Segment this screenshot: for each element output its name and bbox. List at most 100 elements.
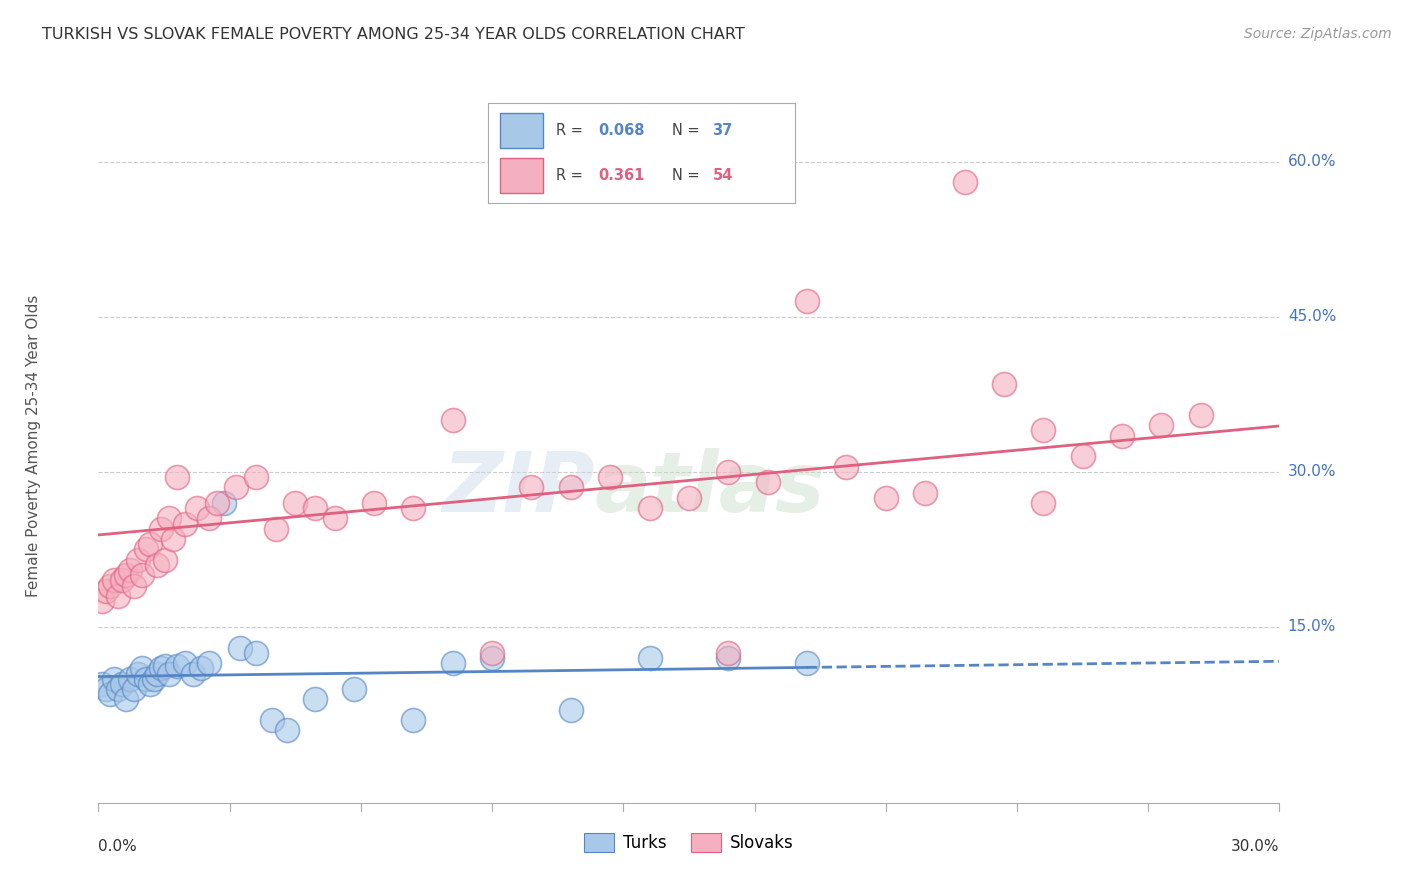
- Point: [1189, 408, 1212, 422]
- Point: [214, 496, 236, 510]
- Point: [111, 677, 134, 691]
- Point: [276, 723, 298, 738]
- Point: [142, 672, 165, 686]
- Text: 30.0%: 30.0%: [1232, 839, 1279, 854]
- Point: [441, 413, 464, 427]
- Point: [323, 511, 346, 525]
- Point: [796, 294, 818, 309]
- Point: [131, 661, 153, 675]
- Point: [127, 553, 149, 567]
- Point: [118, 563, 141, 577]
- Point: [197, 656, 219, 670]
- Point: [127, 666, 149, 681]
- Point: [1032, 496, 1054, 510]
- Point: [638, 651, 661, 665]
- Point: [717, 646, 740, 660]
- Point: [520, 480, 543, 494]
- Point: [756, 475, 779, 490]
- Point: [155, 659, 177, 673]
- Point: [560, 480, 582, 494]
- Point: [953, 175, 976, 189]
- Legend: Turks, Slovaks: Turks, Slovaks: [578, 826, 800, 859]
- Point: [260, 713, 283, 727]
- Point: [103, 574, 125, 588]
- Text: 30.0%: 30.0%: [1288, 465, 1336, 479]
- Point: [186, 501, 208, 516]
- Point: [363, 496, 385, 510]
- Point: [678, 491, 700, 505]
- Point: [118, 672, 141, 686]
- Point: [111, 574, 134, 588]
- Point: [96, 681, 118, 696]
- Text: atlas: atlas: [595, 449, 825, 529]
- Point: [122, 579, 145, 593]
- Point: [717, 465, 740, 479]
- Point: [131, 568, 153, 582]
- Point: [107, 681, 129, 696]
- Point: [98, 579, 121, 593]
- Point: [190, 661, 212, 675]
- Point: [115, 692, 138, 706]
- Point: [638, 501, 661, 516]
- Point: [115, 568, 138, 582]
- Point: [157, 511, 180, 525]
- Point: [914, 485, 936, 500]
- Text: TURKISH VS SLOVAK FEMALE POVERTY AMONG 25-34 YEAR OLDS CORRELATION CHART: TURKISH VS SLOVAK FEMALE POVERTY AMONG 2…: [42, 27, 745, 42]
- Point: [150, 522, 173, 536]
- Point: [796, 656, 818, 670]
- Point: [560, 703, 582, 717]
- Point: [875, 491, 897, 505]
- Point: [1111, 428, 1133, 442]
- Point: [1071, 450, 1094, 464]
- Point: [91, 594, 114, 608]
- Text: 0.0%: 0.0%: [98, 839, 138, 854]
- Point: [245, 646, 267, 660]
- Point: [402, 501, 425, 516]
- Point: [481, 651, 503, 665]
- Text: 15.0%: 15.0%: [1288, 619, 1336, 634]
- Point: [107, 589, 129, 603]
- Point: [993, 376, 1015, 391]
- Point: [174, 656, 197, 670]
- Text: 60.0%: 60.0%: [1288, 154, 1336, 169]
- Point: [402, 713, 425, 727]
- Point: [717, 651, 740, 665]
- Point: [146, 666, 169, 681]
- Point: [146, 558, 169, 572]
- Text: Female Poverty Among 25-34 Year Olds: Female Poverty Among 25-34 Year Olds: [25, 295, 41, 597]
- Point: [135, 672, 157, 686]
- Point: [441, 656, 464, 670]
- Point: [1032, 424, 1054, 438]
- Point: [166, 470, 188, 484]
- Point: [98, 687, 121, 701]
- Point: [245, 470, 267, 484]
- Point: [756, 165, 779, 179]
- Point: [138, 537, 160, 551]
- Point: [122, 681, 145, 696]
- Point: [229, 640, 252, 655]
- Point: [197, 511, 219, 525]
- Point: [481, 646, 503, 660]
- Point: [150, 661, 173, 675]
- Point: [91, 677, 114, 691]
- Point: [599, 470, 621, 484]
- Point: [304, 501, 326, 516]
- Point: [225, 480, 247, 494]
- Text: ZIP: ZIP: [441, 449, 595, 529]
- Point: [181, 666, 204, 681]
- Point: [135, 542, 157, 557]
- Point: [103, 672, 125, 686]
- Point: [174, 516, 197, 531]
- Text: Source: ZipAtlas.com: Source: ZipAtlas.com: [1244, 27, 1392, 41]
- Point: [304, 692, 326, 706]
- Text: 45.0%: 45.0%: [1288, 310, 1336, 324]
- Point: [1150, 418, 1173, 433]
- Point: [138, 677, 160, 691]
- Point: [835, 459, 858, 474]
- Point: [166, 659, 188, 673]
- Point: [264, 522, 287, 536]
- Point: [155, 553, 177, 567]
- Point: [284, 496, 307, 510]
- Point: [96, 583, 118, 598]
- Point: [157, 666, 180, 681]
